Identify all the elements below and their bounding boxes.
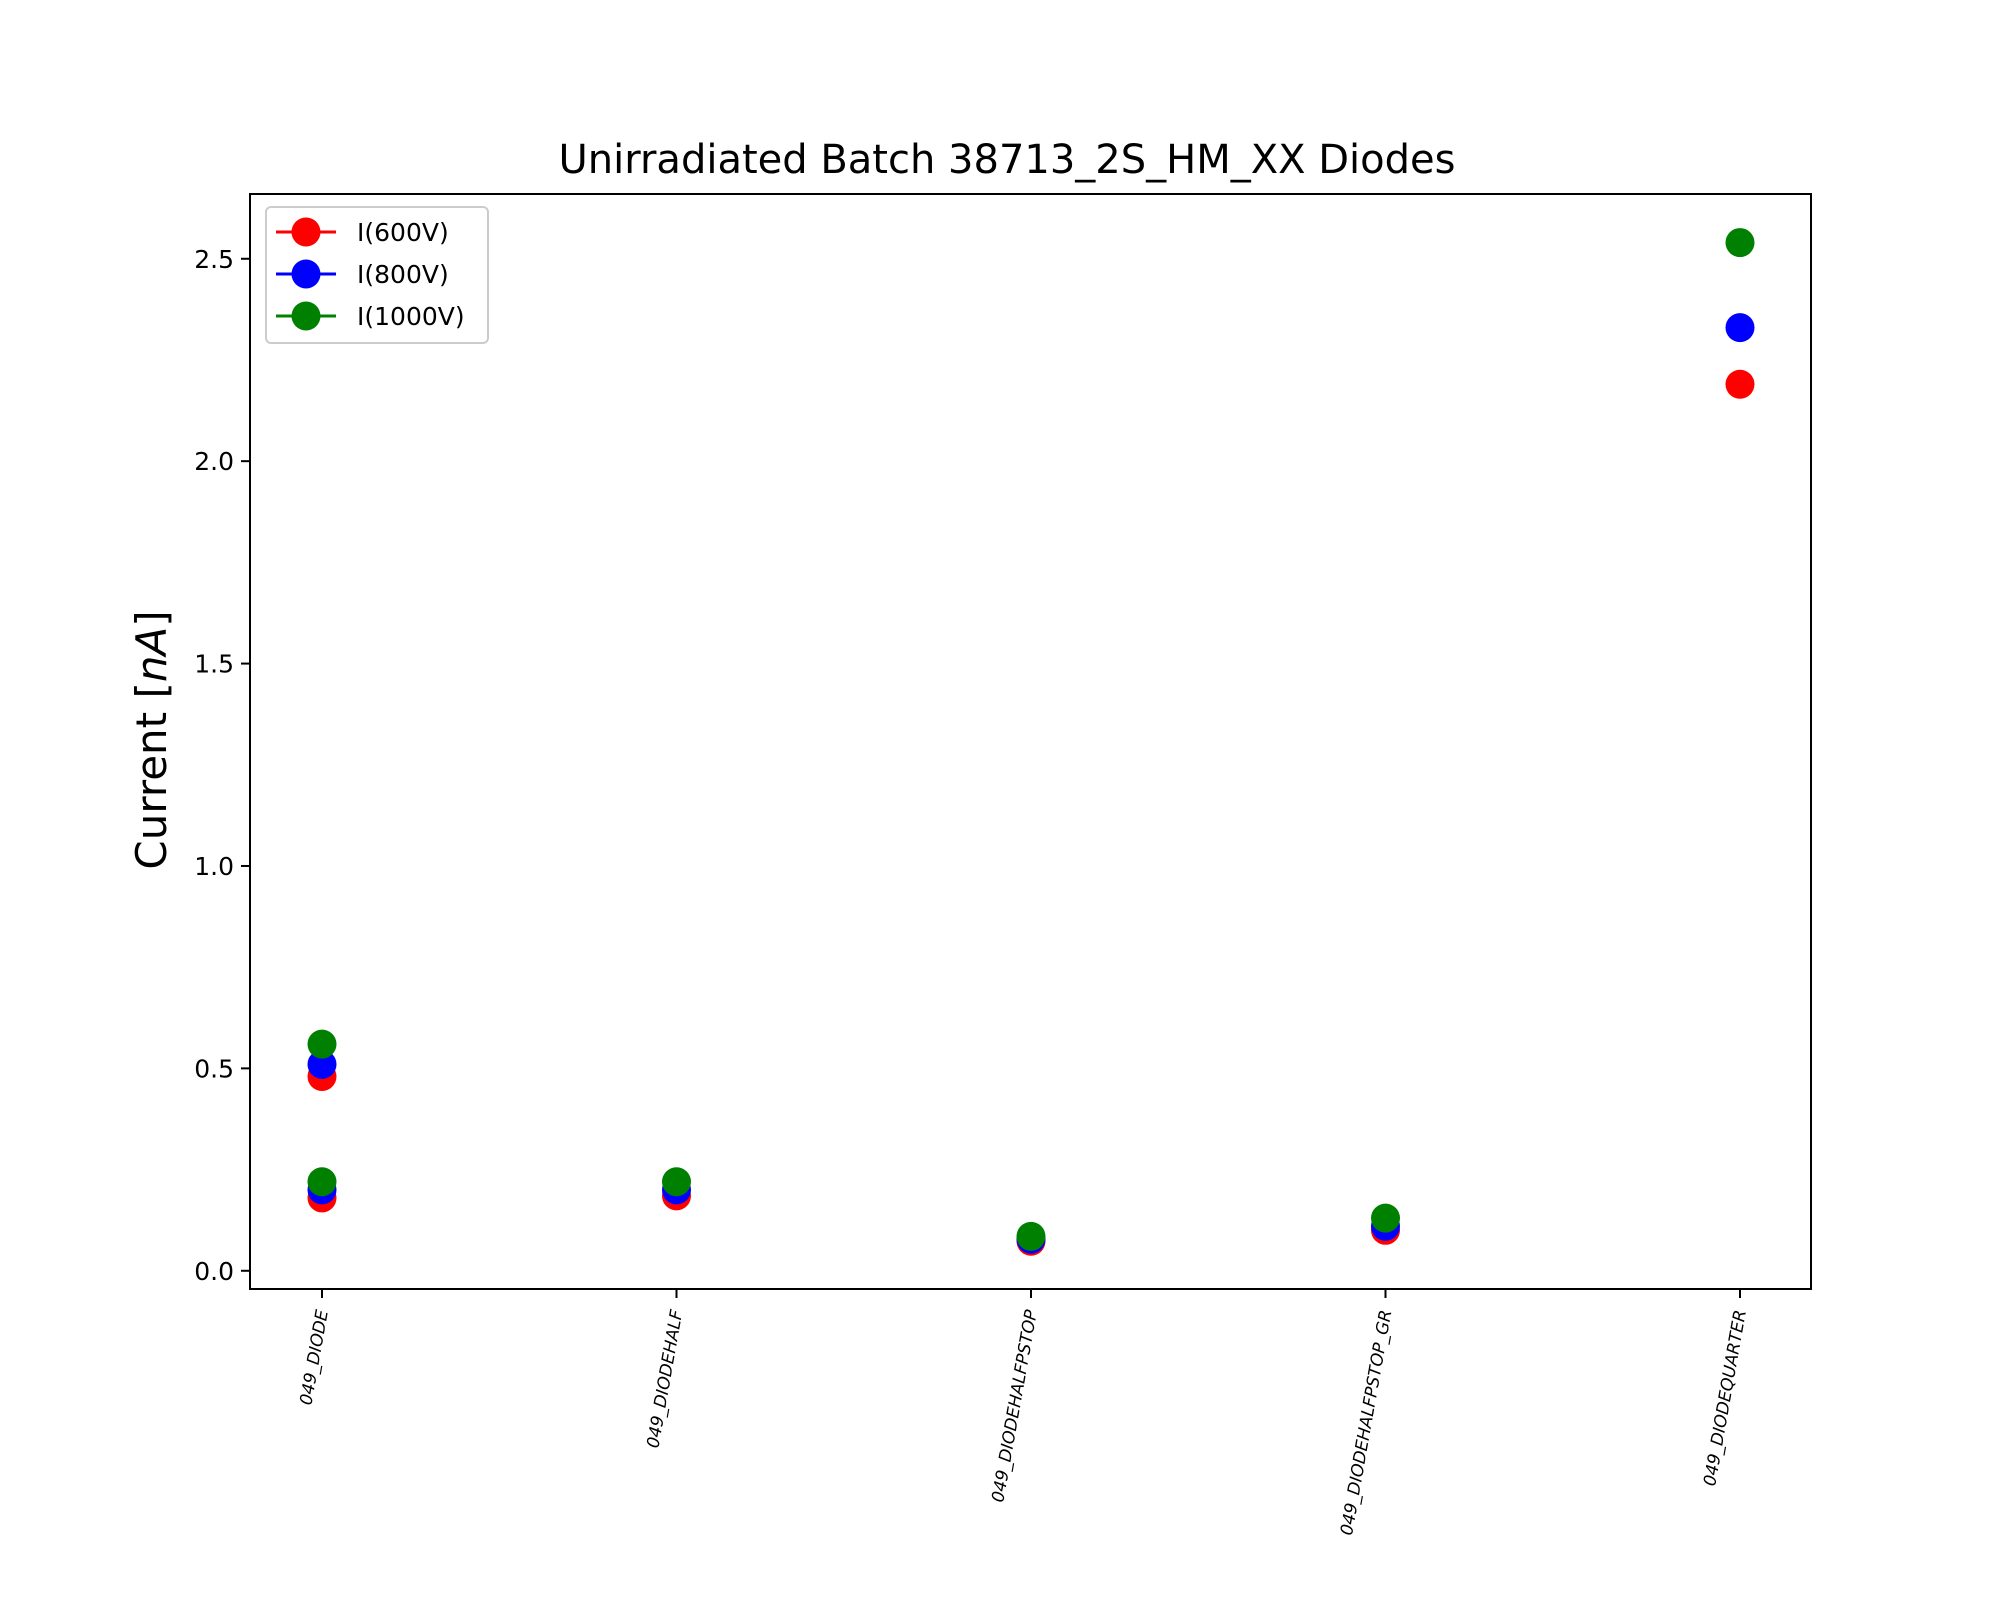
series-2	[307, 228, 1755, 1251]
data-point	[1725, 369, 1755, 399]
y-tick-label: 1.0	[194, 852, 234, 881]
legend-box	[265, 206, 489, 344]
legend-label: I(1000V)	[357, 302, 465, 331]
y-axis-label: Current [nA]	[127, 610, 176, 869]
legend-entries: I(600V) I(800V) I(1000V)	[276, 217, 465, 331]
legend-label: I(600V)	[357, 218, 449, 247]
data-point	[1371, 1203, 1400, 1233]
y-tick-label: 0.5	[194, 1054, 234, 1083]
data-point	[1725, 313, 1755, 343]
y-axis-label-unit: nA	[127, 627, 176, 682]
data-point	[662, 1167, 691, 1197]
legend: I(600V) I(800V) I(1000V)	[265, 206, 489, 344]
y-tick-label: 2.0	[194, 447, 234, 476]
y-axis-label-main: Current [	[127, 682, 176, 869]
legend-marker	[291, 259, 321, 289]
y-tick-label: 0.0	[194, 1257, 234, 1286]
y-tick-label: 2.5	[194, 245, 234, 274]
data-point	[307, 1049, 337, 1079]
data-point	[307, 1167, 337, 1197]
data-point	[1725, 228, 1755, 258]
chart-title: Unirradiated Batch 38713_2S_HM_XX Diodes	[559, 137, 1456, 183]
y-tick-label: 1.5	[194, 650, 234, 679]
plot-area-frame	[249, 193, 1812, 1290]
legend-marker	[291, 301, 321, 331]
data-points	[307, 228, 1755, 1256]
legend-marker	[291, 217, 321, 247]
y-axis-ticks: 0.0 0.5 1.0 1.5 2.0 2.5	[194, 245, 250, 1286]
legend-label: I(800V)	[357, 260, 449, 289]
data-point	[1016, 1221, 1046, 1251]
data-point	[307, 1029, 337, 1059]
y-axis-label-close: ]	[127, 610, 176, 626]
